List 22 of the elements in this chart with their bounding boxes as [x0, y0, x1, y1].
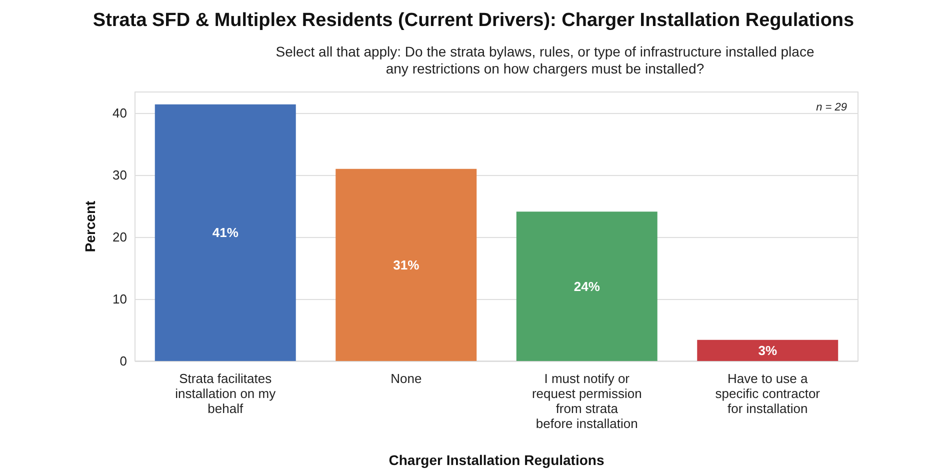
- chart-subtitle: Select all that apply: Do the strata bylaws, rules, or type of infrastructure installed place any restrictions on how chargers must be installed?: [276, 44, 814, 76]
- bar: [154, 104, 296, 361]
- x-tick-label: None: [390, 371, 422, 386]
- data-label: 41%: [212, 225, 239, 240]
- chart-title: Strata SFD & Multiplex Residents (Current Drivers): Charger Installation Regulations: [92, 10, 854, 31]
- x-tick-label: I must notify or request permission from strata before installation: [532, 371, 642, 431]
- bar: [336, 168, 477, 361]
- data-label: 31%: [393, 257, 420, 272]
- x-tick-label: Have to use a specific contractor for installation: [715, 371, 821, 416]
- y-tick-label: 10: [112, 292, 127, 307]
- x-axis-title: Charger Installation Regulations: [388, 452, 604, 468]
- y-axis-title: Percent: [82, 200, 98, 252]
- y-tick-label: 40: [112, 106, 127, 121]
- bar: [697, 340, 838, 361]
- annotation: n = 29: [816, 102, 847, 114]
- data-label: 3%: [758, 342, 778, 358]
- y-tick-label: 30: [112, 168, 127, 183]
- x-tick-label: Strata facilitates installation on my behalf: [175, 371, 276, 416]
- bar: [516, 212, 658, 361]
- y-tick-label: 20: [112, 230, 127, 245]
- data-label: 24%: [574, 278, 600, 294]
- y-tick-label: 0: [120, 354, 127, 368]
